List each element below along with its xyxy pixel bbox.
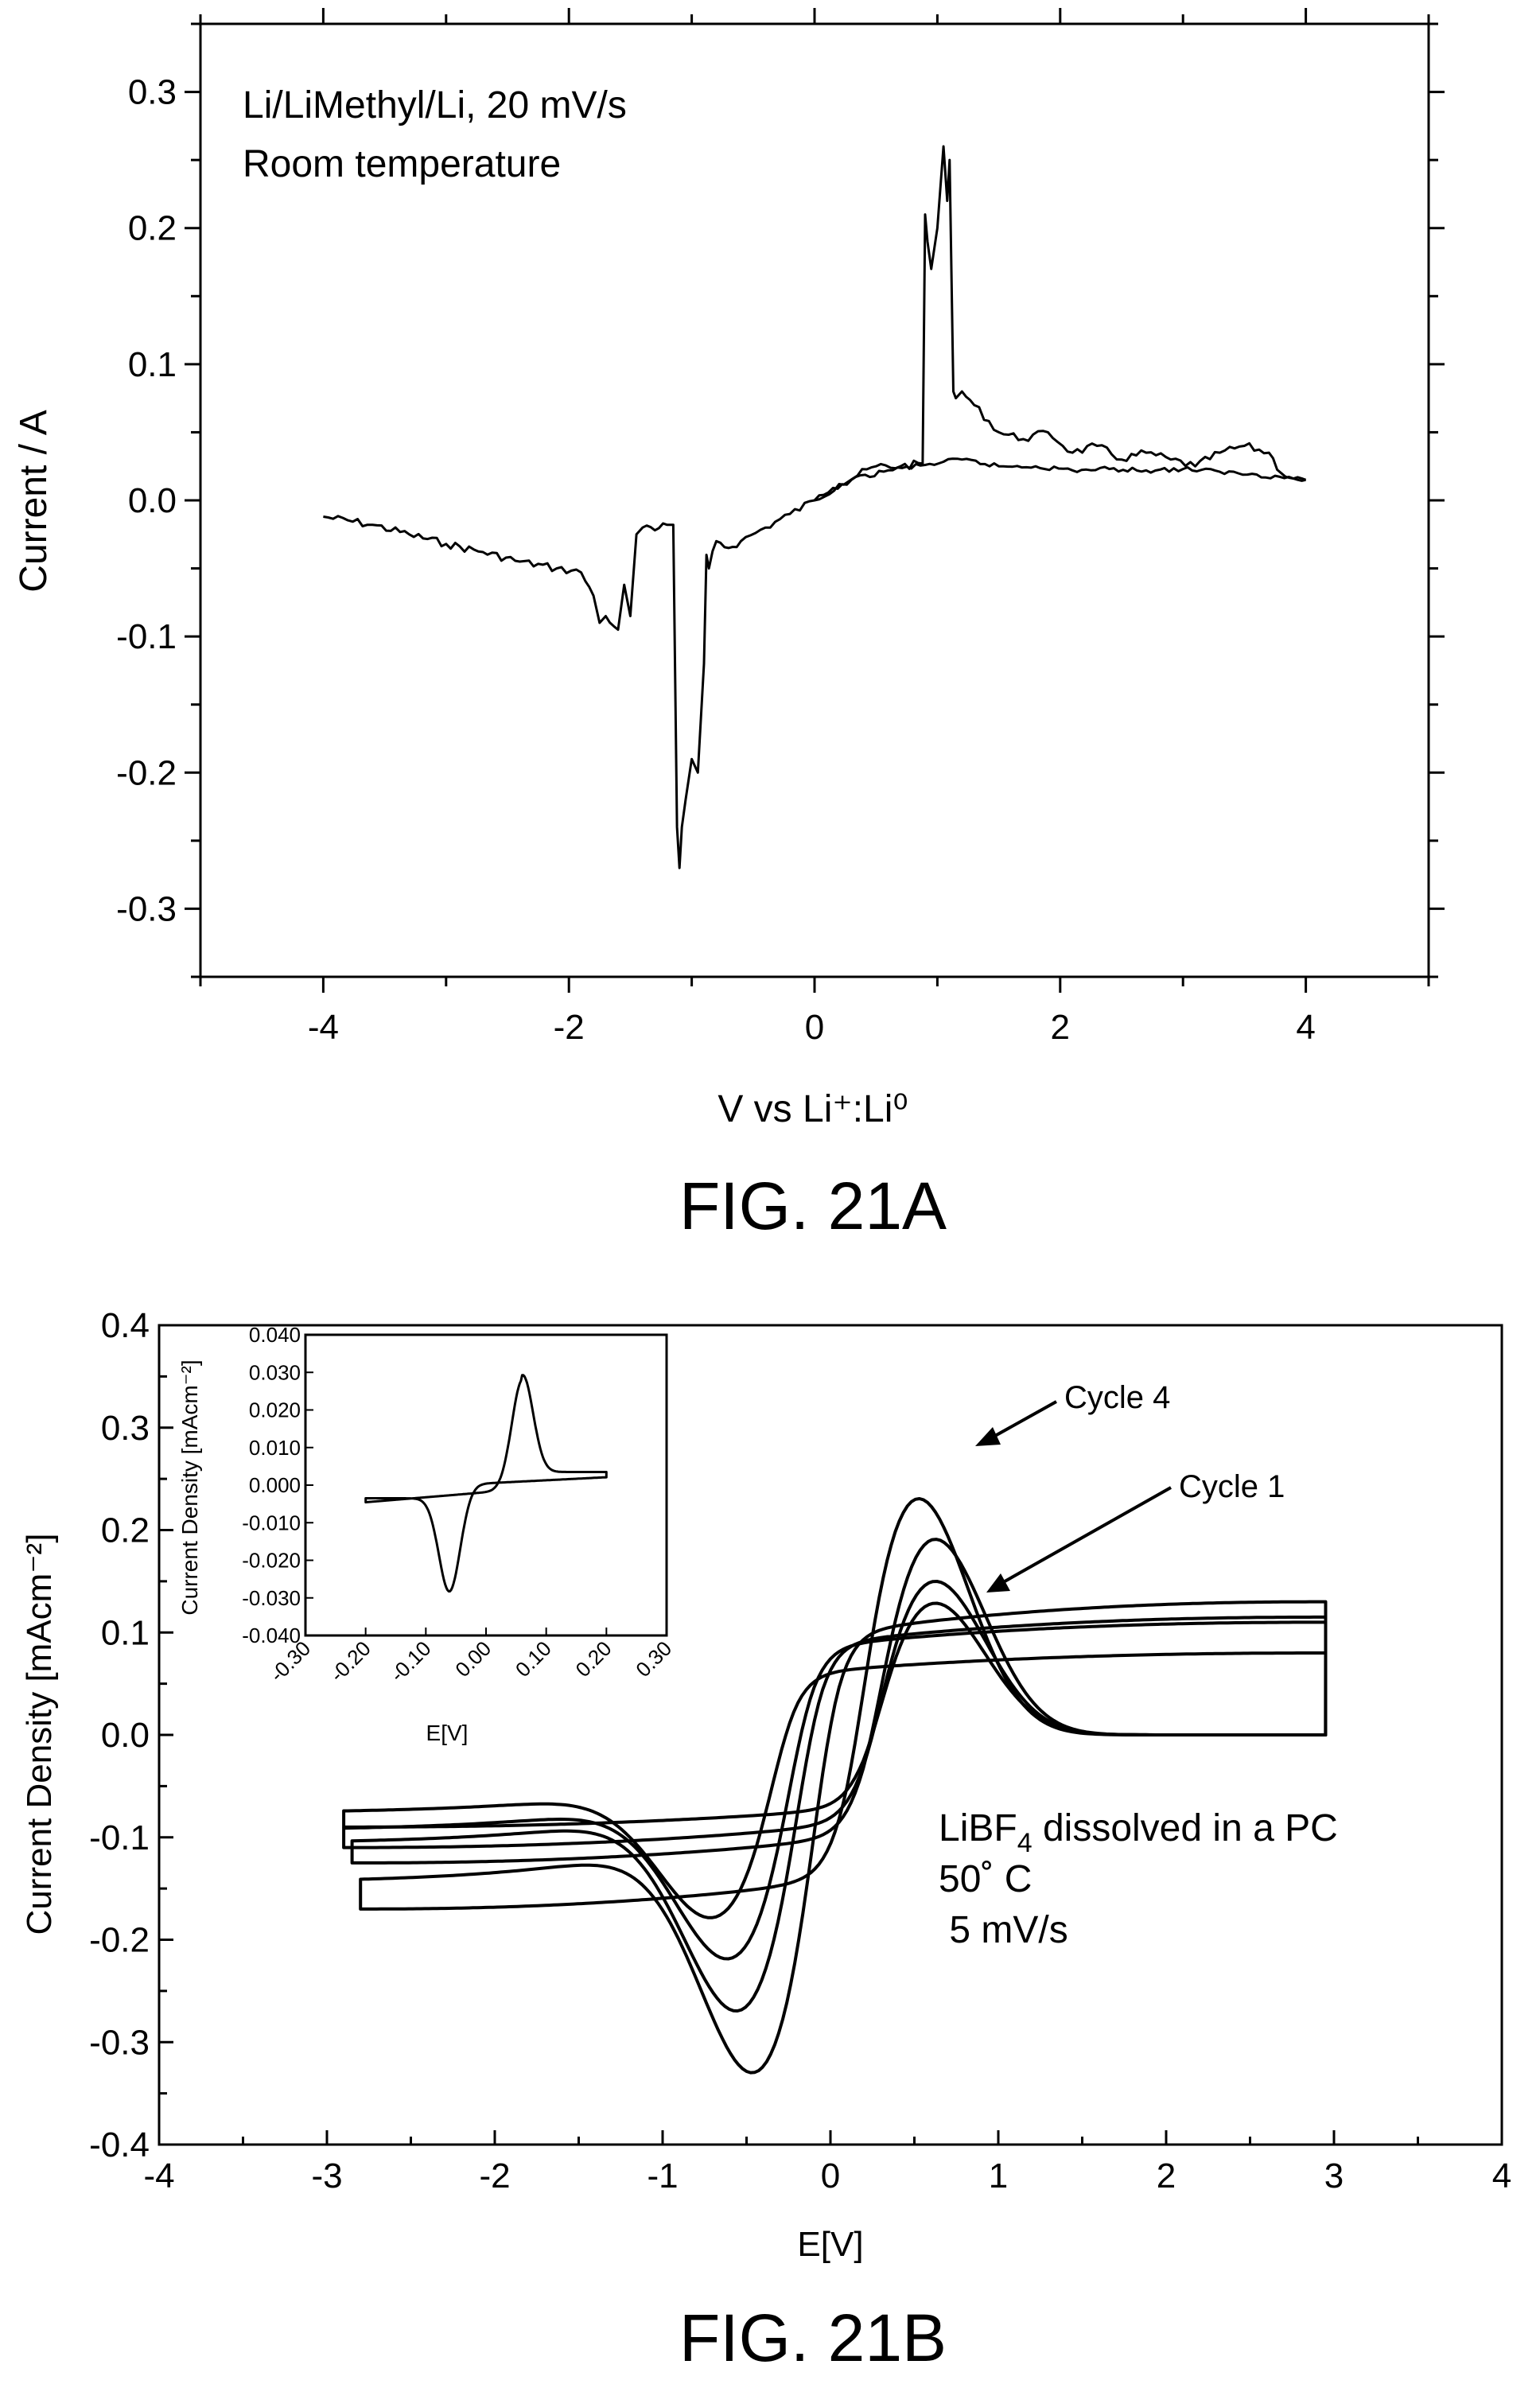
annotation-scan-rate: 5 mV/s [939,1909,1068,1951]
inset-ylabel: Current Density [mAcm⁻²] [177,1359,202,1615]
chart-21a-series-1 [323,145,1307,869]
y-tick-label: -0.3 [116,889,177,928]
x-tick-label: 2 [1051,1008,1070,1047]
y-tick-label: -0.3 [89,2023,150,2062]
x-tick-label: 0 [821,2156,840,2195]
cycle-4-arrow-shaft [987,1400,1057,1441]
cycle-1-label: Cycle 1 [1179,1469,1285,1504]
chart-21a-xlabel: V vs Li⁺:Li⁰ [718,1088,908,1130]
x-tick-label: 3 [1324,2156,1344,2195]
inset-x-tick-label: -0.20 [325,1636,375,1686]
figure-caption-21a: FIG. 21A [679,1169,947,1243]
x-tick-label: 0 [805,1008,824,1047]
y-tick-label: -0.4 [89,2125,150,2164]
inset-y-tick-label: 0.020 [249,1398,301,1422]
inset-x-tick-label: -0.10 [385,1636,435,1686]
chart-21a-annotation-line2: Room temperature [243,143,561,185]
inset-frame [304,1333,668,1637]
x-tick-label: -3 [311,2156,342,2195]
cycle-1-arrow-head [986,1573,1010,1593]
chart-21a-ylabel: Current / A [13,410,55,592]
cycle-1-callout: Cycle 1 [986,1469,1285,1593]
inset-y-tick-label: -0.020 [242,1549,301,1573]
x-tick-label: 1 [989,2156,1008,2195]
chart-21a-ticks [185,8,1445,993]
y-tick-label: 0.1 [101,1613,150,1652]
x-tick-label: -1 [647,2156,678,2195]
x-tick-label: 4 [1492,2156,1511,2195]
y-tick-label: 0.0 [101,1716,150,1755]
cycle-4-callout: Cycle 4 [975,1380,1170,1446]
chart-21a: -4 -2 0 2 4 0.3 0.2 0.1 0.0 -0.1 -0.2 -0.3 Li/LiMet… [13,8,1445,1243]
chart-21b-ylabel: Current Density [mAcm⁻²] [20,1534,59,1935]
cycle-1-arrow-shaft [998,1486,1172,1586]
chart-21a-series [323,145,1307,869]
annotation-solvent: dissolved in a PC [1032,1807,1338,1849]
x-tick-label: -2 [479,2156,510,2195]
inset-y-tick-label: 0.030 [249,1360,301,1384]
chart-21a-series-2 [813,457,1306,502]
chart-21b-xlabel: E[V] [797,2225,863,2264]
y-tick-label: 0.4 [101,1306,150,1345]
chart-21b-cycle-2 [342,1580,1328,1961]
x-tick-label: 4 [1296,1008,1315,1047]
figure-caption-21b: FIG. 21B [679,2300,947,2375]
chart-21b-tick-labels: -4 -3 -2 -1 0 1 2 3 4 0.4 0.3 0.2 0.1 0.0 -0.1 -0.2 -0.3… [89,1306,1511,2195]
chart-21a-annotation-line1: Li/LiMethyl/Li, 20 mV/s [243,84,627,126]
y-tick-label: 0.3 [101,1409,150,1448]
inset-ticks [305,1334,667,1636]
cycle-4-label: Cycle 4 [1064,1380,1170,1415]
inset-y-tick-label: 0.000 [249,1473,301,1497]
y-tick-label: -0.2 [116,753,177,792]
inset-y-tick-label: -0.030 [242,1586,301,1610]
x-tick-label: 2 [1157,2156,1176,2195]
x-tick-label: -2 [554,1008,585,1047]
y-tick-label: 0.1 [128,345,177,384]
inset-series-1 [364,1374,608,1593]
inset-series [364,1374,608,1593]
inset-y-tick-label: -0.010 [242,1511,301,1534]
y-tick-label: -0.2 [89,1921,150,1960]
annotation-temperature: 50˚ C [939,1858,1032,1900]
inset-y-tick-label: 0.040 [249,1323,301,1347]
y-tick-label: 0.3 [128,73,177,112]
annotation-electrolyte: LiBF4 dissolved in a PC [939,1807,1338,1858]
chart-21b-series [342,1497,1328,2075]
chart-21b-cycle-4 [359,1497,1328,2075]
chart-21b-ticks [158,1324,1503,2146]
inset-x-tick-label: 0.30 [631,1636,676,1682]
x-tick-label: -4 [308,1008,339,1047]
chart-21b-inset: -0.30 -0.20 -0.10 0.00 0.10 0.20 0.300.0400.03… [177,1323,676,1745]
y-tick-label: 0.2 [128,209,177,248]
inset-y-tick-label: 0.010 [249,1436,301,1460]
x-tick-label: -4 [143,2156,174,2195]
y-tick-label: -0.1 [116,617,177,656]
y-tick-label: 0.0 [128,481,177,520]
inset-x-tick-label: 0.00 [450,1636,496,1682]
chart-21a-tick-labels: -4 -2 0 2 4 0.3 0.2 0.1 0.0 -0.1 -0.2 -0.3 [116,73,1316,1047]
inset-xlabel: E[V] [426,1721,469,1745]
cycle-4-arrow-head [975,1427,1001,1446]
y-tick-label: 0.2 [101,1511,150,1550]
inset-x-tick-label: 0.10 [511,1636,556,1682]
chart-21b-annotation: LiBF4 dissolved in a PC 50˚ C 5 mV/s [939,1807,1338,1951]
y-tick-label: -0.1 [89,1818,150,1857]
annotation-subscript: 4 [1017,1828,1032,1858]
inset-y-tick-label: -0.040 [242,1624,301,1647]
annotation-salt: LiBF [939,1807,1017,1849]
inset-x-tick-label: 0.20 [571,1636,616,1682]
chart-21b: -4 -3 -2 -1 0 1 2 3 4 0.4 0.3 0.2 0.1 0.0 -0.1 -0.2 -0.3… [20,1306,1511,2375]
